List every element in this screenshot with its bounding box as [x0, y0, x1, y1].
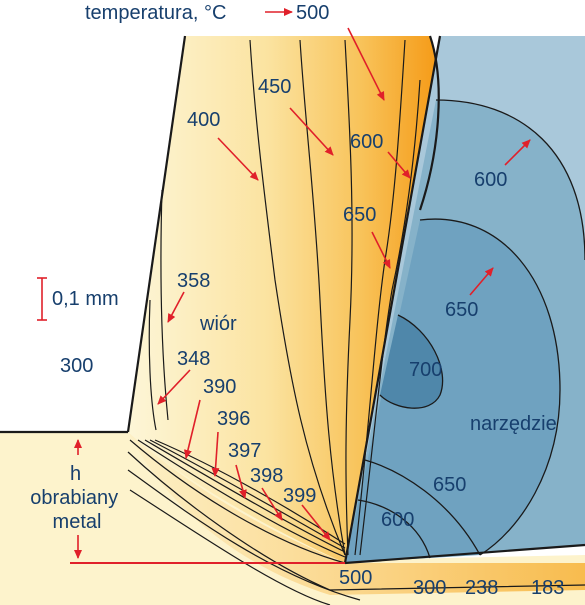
arrow-650: [371, 231, 391, 269]
arrow-400: [217, 137, 259, 181]
chip-isotherm-396: [144, 439, 346, 553]
workpiece-region: [0, 432, 585, 605]
chip-isotherm-358: [160, 189, 169, 421]
chip-isotherm-500: [344, 39, 353, 556]
workpiece-label-line-2: metal: [53, 511, 102, 533]
chip-isotherm-400: [249, 39, 346, 556]
isotherm-label-399: 399: [283, 485, 316, 507]
tool-isotherm-label-700: 700: [409, 359, 442, 381]
chip-region: [128, 36, 439, 563]
label-arrows: [157, 8, 531, 541]
isotherm-label-600-chip: 600: [350, 131, 383, 153]
arrow-397: [235, 464, 247, 499]
tool-isotherm-label-600-upper: 600: [474, 169, 507, 191]
arrow-tool-650: [469, 267, 494, 296]
chip-back-edge: [126, 35, 187, 433]
arrow-396: [211, 431, 220, 477]
chip-isotherm-650: [359, 79, 421, 556]
isotherm-label-348: 348: [177, 348, 210, 370]
tool-isotherm-700: [379, 314, 444, 409]
chip-outer-edge: [418, 35, 440, 211]
isotherm-label-396: 396: [217, 408, 250, 430]
tool-isotherm-650-lower: [364, 459, 481, 556]
chip-isotherm-450: [299, 39, 346, 556]
chip-isotherm-390: [137, 439, 346, 558]
arrow-348: [157, 369, 191, 405]
chip-isotherm-348: [148, 299, 157, 431]
heated-zone: [128, 432, 585, 595]
isotherm-label-397: 397: [228, 440, 261, 462]
isotherm-label-400: 400: [187, 109, 220, 131]
isotherm-label-358: 358: [177, 270, 210, 292]
tool-isotherm-650-upper: [419, 218, 561, 556]
tool-isotherm-label-650-upper: 650: [445, 299, 478, 321]
workpiece-isotherm-1: [127, 451, 585, 591]
arrow-399: [301, 504, 331, 541]
arrow-390: [183, 399, 201, 459]
isotherm-label-390: 390: [203, 376, 236, 398]
workpiece-label: obrabiany metal: [30, 487, 123, 533]
tool-zone-700: [380, 315, 443, 409]
workpiece-label-line-1: obrabiany: [30, 487, 118, 509]
isotherm-label-398: 398: [250, 465, 283, 487]
scale-label: 0,1 mm: [52, 288, 119, 310]
chip-label: wiór: [199, 313, 237, 335]
h-label: h: [70, 463, 81, 485]
chip-isotherms: [129, 39, 421, 564]
arrow-500: [347, 27, 385, 101]
arrow-tool-600: [504, 139, 531, 166]
bottom-label-238: 238: [465, 577, 498, 599]
tool-isotherm-600-upper: [435, 99, 585, 261]
isotherm-label-650-chip: 650: [343, 204, 376, 226]
tool-isotherm-label-600-lower: 600: [381, 509, 414, 531]
workpiece-isotherms: [127, 451, 585, 605]
tool-label: narzędzie: [470, 413, 557, 435]
arrow-398: [261, 487, 283, 521]
bottom-label-300: 300: [413, 577, 446, 599]
tool-isotherm-600-lower: [357, 499, 431, 559]
workpiece-isotherm-2: [127, 469, 361, 601]
scale-bar: [37, 277, 47, 321]
bottom-label-500: 500: [339, 567, 372, 589]
tool-isotherm-label-650-lower: 650: [433, 474, 466, 496]
tool-flank-face: [344, 543, 585, 565]
bottom-label-183: 183: [531, 577, 564, 599]
tool-isotherms: [357, 99, 585, 559]
outlines: [0, 35, 585, 565]
isotherm-label-500-top: 500: [296, 2, 329, 24]
workpiece-isotherm-3: [129, 489, 331, 605]
isotherm-label-450: 450: [258, 76, 291, 98]
tool-zone-650: [345, 219, 560, 564]
arrow-600: [387, 151, 411, 179]
chip-isotherm-edge: [129, 439, 346, 564]
arrow-450: [289, 107, 334, 156]
title: temperatura, °C: [85, 2, 226, 24]
isotherm-label-300-left: 300: [60, 355, 93, 377]
tool-rake-face: [343, 35, 442, 564]
arrow-358: [167, 291, 185, 323]
